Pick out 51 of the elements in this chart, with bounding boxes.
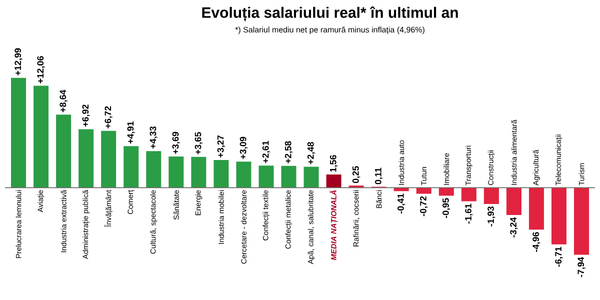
- bar: [11, 78, 26, 188]
- bar: [214, 160, 229, 188]
- bar: [34, 86, 49, 188]
- data-label: +2,61: [262, 140, 270, 164]
- bar: [326, 174, 342, 188]
- bar: [416, 188, 432, 194]
- data-label: -4,96: [532, 232, 540, 252]
- chart-subtitle: *) Salariul mediu net pe ramură minus inflația (4,96%): [235, 26, 424, 34]
- bar: [304, 166, 319, 188]
- bar: [484, 188, 499, 204]
- data-label: -6,71: [555, 246, 563, 267]
- bar: [528, 188, 544, 230]
- bar: [461, 188, 476, 202]
- data-label: +2,58: [284, 141, 293, 164]
- data-label: +3,09: [240, 136, 248, 159]
- bar: [124, 146, 139, 188]
- data-label: +3,65: [194, 132, 203, 154]
- bar: [236, 162, 252, 188]
- data-label: +2,48: [307, 142, 316, 164]
- data-label: -0,95: [442, 198, 450, 218]
- data-label: +12,06: [37, 56, 45, 84]
- chart-title: Evoluția salariului real* în ultimul an: [202, 6, 458, 22]
- data-label: -7,94: [578, 257, 586, 278]
- bar: [56, 114, 72, 188]
- data-label: 0,11: [374, 168, 383, 184]
- bar: [146, 151, 162, 188]
- bar: [281, 166, 296, 188]
- data-label: +4,33: [150, 126, 158, 149]
- data-label: -0,41: [397, 194, 406, 214]
- data-label: -3,24: [510, 217, 518, 238]
- data-label: +8,64: [60, 90, 68, 112]
- bar: [551, 188, 566, 244]
- bar: [191, 156, 206, 188]
- bar: [506, 188, 522, 216]
- data-label: -0,72: [420, 196, 428, 216]
- data-label: -1,61: [465, 204, 473, 224]
- data-label: +3,69: [172, 132, 180, 154]
- data-label: 1,56: [330, 155, 338, 172]
- bar: [101, 130, 116, 188]
- data-label: 0,25: [352, 166, 360, 183]
- data-label: +6,72: [104, 106, 112, 128]
- data-label: +3,27: [217, 135, 226, 158]
- bar: [168, 156, 184, 188]
- data-label: -1,93: [488, 206, 496, 226]
- data-label: +4,91: [127, 121, 135, 144]
- bar: [78, 129, 94, 188]
- bar: [574, 188, 589, 255]
- bar: [258, 166, 274, 188]
- data-label: +12,99: [14, 48, 22, 76]
- bar: [438, 188, 454, 196]
- data-label: +6,92: [82, 104, 90, 127]
